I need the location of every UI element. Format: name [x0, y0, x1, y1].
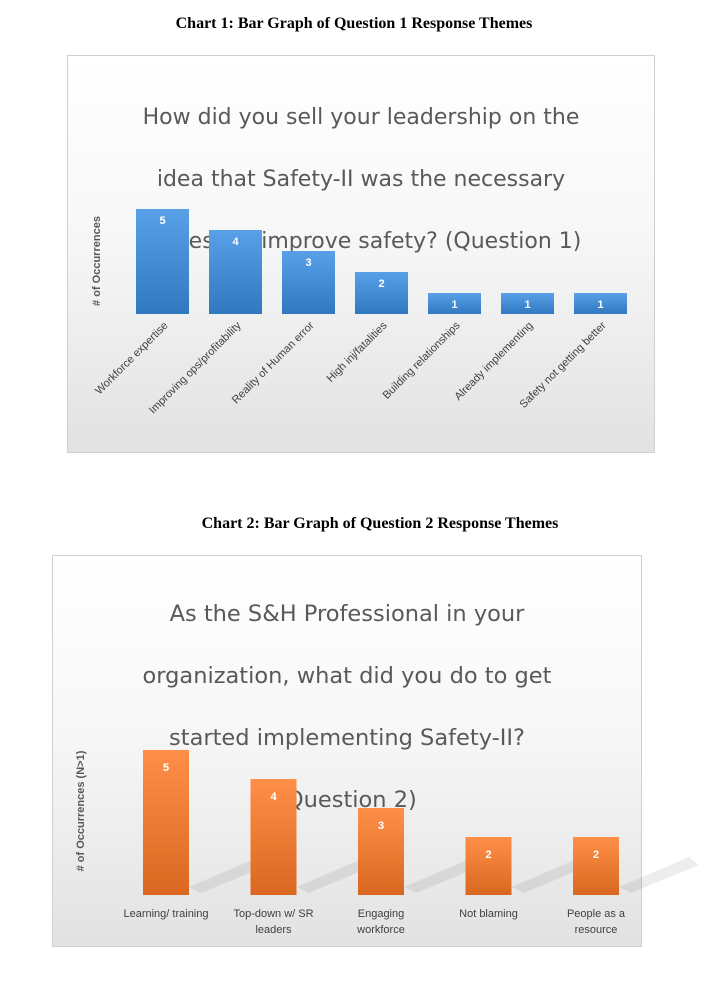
chart1-data-label: 5 — [159, 215, 165, 227]
chart2-title-line: As the S&H Professional in your — [169, 601, 525, 627]
chart2-data-label: 2 — [485, 849, 491, 861]
chart1-y-axis-label: # of Occurrences — [91, 216, 103, 306]
chart2-title-line: organization, what did you do to get — [142, 663, 552, 689]
chart2-data-label: 2 — [593, 849, 599, 861]
chart2-bar-shadow — [296, 857, 377, 893]
chart2-data-label: 5 — [163, 762, 169, 774]
chart1-bar — [428, 293, 481, 314]
chart1-data-label: 1 — [451, 299, 457, 311]
chart1-data-label: 1 — [524, 299, 530, 311]
chart1-data-label: 4 — [232, 236, 239, 248]
chart1-x-tick-label: Workforce expertise — [93, 320, 171, 398]
chart2-bar-shadow — [189, 857, 269, 893]
chart1-x-tick-label: Already implementing — [452, 320, 535, 403]
chart1-bar — [501, 293, 554, 314]
chart1-area: How did you sell your leadership on the … — [67, 55, 655, 453]
chart2-x-tick-label: Learning/ training — [123, 908, 208, 920]
chart1-bar — [574, 293, 627, 314]
chart2-x-tick-label: Not blaming — [459, 908, 518, 920]
chart2-plot: # of Occurrences (N>1) 5 Learning/ trainin… — [75, 750, 699, 936]
chart2-data-label: 4 — [270, 791, 277, 803]
chart1-data-label: 3 — [305, 257, 311, 269]
chart1-x-tick-label: Safety not getting better — [518, 319, 609, 410]
chart1-x-tick-label: Building relationships — [381, 319, 463, 401]
chart1-bar — [136, 209, 189, 314]
chart1-title-line: idea that Safety-II was the necessary — [156, 167, 566, 192]
chart2-bar — [143, 750, 189, 895]
chart2-bar — [573, 837, 619, 895]
chart2-bar-shadow — [619, 857, 699, 893]
chart2-y-axis-label: # of Occurrences (N>1) — [75, 750, 87, 871]
chart2-x-tick-label: People as a resource — [567, 908, 626, 936]
chart2-data-label: 3 — [378, 820, 384, 832]
chart2-x-tick-label: Top-down w/ SR leaders — [233, 908, 313, 936]
chart2-x-tick-label: Engaging workforce — [356, 908, 405, 936]
chart2-bar — [465, 837, 512, 895]
chart2-bar-shadow — [404, 857, 484, 893]
chart1-title-line: How did you sell your leadership on the — [142, 105, 580, 130]
chart2-bar — [250, 779, 297, 895]
chart2-caption: Chart 2: Bar Graph of Question 2 Respons… — [201, 515, 559, 532]
chart1-caption: Chart 1: Bar Graph of Question 1 Respons… — [175, 15, 533, 32]
chart2-title-line: started implementing Safety-II? — [169, 725, 525, 751]
chart1-bar — [355, 272, 408, 314]
chart1-data-label: 1 — [597, 299, 603, 311]
chart1-data-label: 2 — [378, 278, 384, 290]
chart1-x-tick-label: High inj/fatalities — [325, 319, 390, 384]
chart1-x-tick-label: Reality of Human error — [230, 319, 317, 406]
chart2-bar — [358, 808, 404, 895]
chart1-bar — [282, 251, 335, 314]
chart1-title: How did you sell your leadership on the … — [68, 71, 654, 288]
chart1-bar — [209, 230, 262, 314]
chart2-area: As the S&H Professional in your organiza… — [52, 555, 699, 947]
chart2-bar-shadow — [511, 857, 592, 893]
